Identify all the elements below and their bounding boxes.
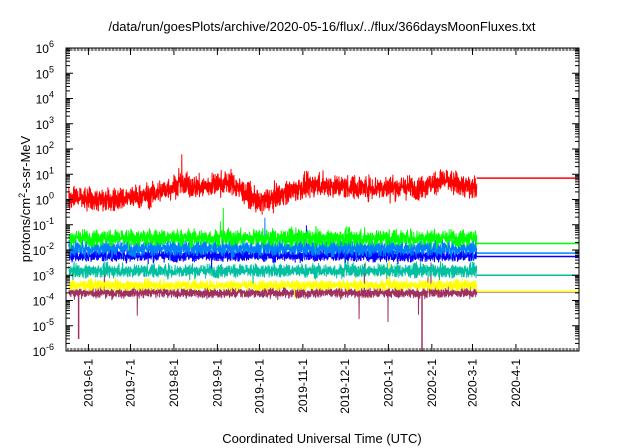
y-axis-label: protons/cm2-s-sr-MeV xyxy=(17,135,33,262)
chart-title: /data/run/goesPlots/archive/2020-05-16/f… xyxy=(108,19,535,34)
y-tick-label-base: 10 xyxy=(33,295,47,309)
y-tick-label-base: 10 xyxy=(36,194,50,208)
y-tick-label-base: 10 xyxy=(33,244,47,258)
y-tick-label: 102 xyxy=(36,140,54,157)
x-axis-label: Coordinated Universal Time (UTC) xyxy=(222,431,421,446)
plot-area: 10-610-510-410-310-210-11001011021031041… xyxy=(33,39,580,414)
y-tick-label: 10-6 xyxy=(33,342,54,359)
y-tick-label-exponent: -5 xyxy=(46,317,54,327)
x-tick-label: 2019-6-1 xyxy=(81,359,95,407)
y-tick-label-exponent: -4 xyxy=(46,292,54,302)
series-layer xyxy=(68,154,579,351)
x-tick-label: 2020-3-1 xyxy=(465,359,479,407)
y-tick-label-exponent: 2 xyxy=(49,140,54,150)
x-tick-label: 2019-7-1 xyxy=(123,359,137,407)
x-tick-label: 2020-4-1 xyxy=(509,359,523,407)
x-tick-label: 2020-1-1 xyxy=(381,359,395,407)
y-tick-label-exponent: 5 xyxy=(49,64,54,74)
y-tick-label: 106 xyxy=(36,39,54,56)
y-tick-label: 100 xyxy=(36,191,54,208)
y-tick-label: 10-4 xyxy=(33,292,54,309)
y-tick-label-base: 10 xyxy=(33,320,47,334)
series-line xyxy=(68,154,478,215)
y-tick-label-base: 10 xyxy=(36,93,50,107)
y-tick-label: 101 xyxy=(36,165,54,182)
y-tick-label-exponent: 4 xyxy=(49,90,54,100)
y-tick-label-exponent: -6 xyxy=(46,342,54,352)
y-tick-label-base: 10 xyxy=(36,143,50,157)
x-tick-label: 2020-2-1 xyxy=(425,359,439,407)
y-tick-label: 10-1 xyxy=(33,216,54,233)
y-tick-label-exponent: -2 xyxy=(46,241,54,251)
series-line xyxy=(68,207,478,251)
y-tick-label: 10-3 xyxy=(33,266,54,283)
y-axis-ticks: 10-610-510-410-310-210-11001011021031041… xyxy=(33,39,579,359)
x-axis-ticks: 2019-6-1 2019-7-1 2019-8-1 2019-9-1 2019-10-… xyxy=(65,48,580,414)
y-tick-label-base: 10 xyxy=(36,42,50,56)
x-tick-label: 2019-8-1 xyxy=(167,359,181,407)
y-tick-label-exponent: -3 xyxy=(46,266,54,276)
y-tick-label-base: 10 xyxy=(33,345,47,359)
y-tick-label: 105 xyxy=(36,64,54,81)
x-tick-label: 2019-10-1 xyxy=(252,359,266,414)
x-tick-label: 2019-11-1 xyxy=(296,359,310,413)
svg-text:protons/cm2-s-sr-MeV: protons/cm2-s-sr-MeV xyxy=(17,135,33,262)
y-tick-label: 103 xyxy=(36,115,54,132)
series-line xyxy=(68,254,478,299)
series-line xyxy=(68,217,478,261)
y-tick-label-base: 10 xyxy=(36,168,50,182)
y-tick-label-base: 10 xyxy=(36,67,50,81)
series-line xyxy=(68,262,478,323)
y-tick-label-base: 10 xyxy=(33,219,47,233)
series-line xyxy=(68,240,478,284)
x-tick-label: 2019-12-1 xyxy=(338,359,352,414)
y-tick-label-exponent: 1 xyxy=(49,165,54,175)
y-tick-label-exponent: 0 xyxy=(49,191,54,201)
x-tick-label: 2019-9-1 xyxy=(210,359,224,407)
y-tick-label-exponent: -1 xyxy=(46,216,54,226)
y-tick-label: 10-2 xyxy=(33,241,54,258)
y-tick-label-exponent: 6 xyxy=(49,39,54,49)
y-tick-label-exponent: 3 xyxy=(49,115,54,125)
y-tick-label: 10-5 xyxy=(33,317,54,334)
plot-frame xyxy=(65,47,580,352)
y-axis-label-base: protons/cm xyxy=(18,198,33,262)
y-axis-label-rest: -s-sr-MeV xyxy=(18,135,33,192)
y-tick-label-base: 10 xyxy=(36,118,50,132)
y-axis-label-sup: 2 xyxy=(17,193,27,198)
y-tick-label-base: 10 xyxy=(33,269,47,283)
y-tick-label: 104 xyxy=(36,90,54,107)
